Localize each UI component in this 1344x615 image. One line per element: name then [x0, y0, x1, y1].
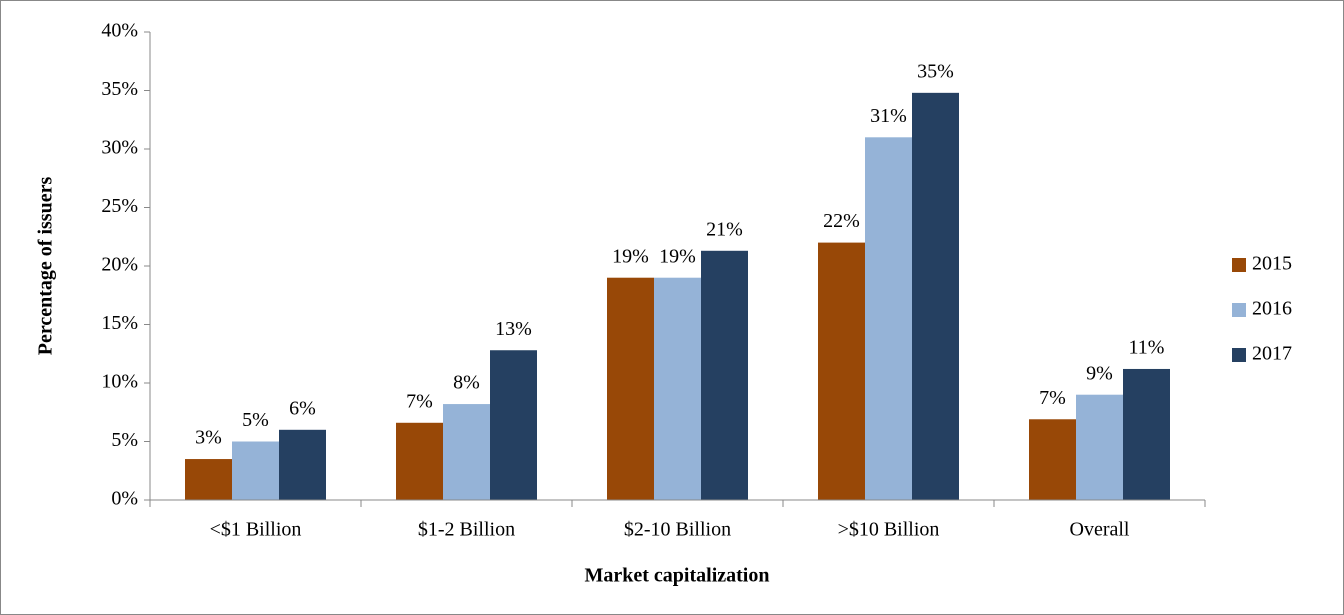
- data-label: 31%: [870, 105, 907, 127]
- legend-swatch: [1232, 348, 1246, 362]
- y-tick-label: 25%: [101, 195, 138, 217]
- legend-swatch: [1232, 258, 1246, 272]
- bar: [279, 429, 326, 500]
- data-label: 8%: [453, 372, 480, 394]
- bar: [490, 350, 537, 500]
- data-label: 21%: [706, 218, 743, 240]
- y-tick-label: 15%: [101, 312, 138, 334]
- legend-label: 2015: [1252, 253, 1292, 275]
- x-tick-label: $2-10 Billion: [624, 519, 731, 541]
- y-tick-label: 30%: [101, 137, 138, 159]
- data-label: 3%: [195, 427, 222, 449]
- x-axis-label: Market capitalization: [585, 565, 770, 587]
- data-label: 6%: [289, 397, 316, 419]
- data-label: 35%: [917, 60, 954, 82]
- y-tick-label: 20%: [101, 254, 138, 276]
- legend-swatch: [1232, 303, 1246, 317]
- bar: [818, 242, 865, 500]
- data-label: 13%: [495, 318, 532, 340]
- x-tick-label: <$1 Billion: [210, 519, 302, 541]
- x-tick-label: >$10 Billion: [838, 519, 940, 541]
- y-tick-label: 5%: [111, 429, 138, 451]
- bar: [654, 277, 701, 500]
- bar: [185, 459, 232, 500]
- bar: [912, 92, 959, 500]
- bar: [1076, 394, 1123, 500]
- bar: [232, 441, 279, 500]
- data-label: 19%: [612, 245, 649, 267]
- y-tick-label: 10%: [101, 371, 138, 393]
- bar: [1029, 419, 1076, 500]
- y-axis-label: Percentage of issuers: [35, 177, 57, 356]
- bar: [396, 422, 443, 500]
- bar: [1123, 368, 1170, 500]
- data-label: 11%: [1129, 337, 1165, 359]
- y-tick-label: 0%: [111, 488, 138, 510]
- data-label: 22%: [823, 210, 860, 232]
- bar: [865, 137, 912, 501]
- bar: [607, 277, 654, 500]
- bar: [701, 250, 748, 500]
- data-label: 7%: [1039, 387, 1066, 409]
- bar: [443, 404, 490, 500]
- y-tick-label: 40%: [101, 20, 138, 42]
- legend-label: 2016: [1252, 298, 1292, 320]
- x-tick-label: $1-2 Billion: [418, 519, 515, 541]
- data-label: 7%: [406, 390, 433, 412]
- data-label: 9%: [1086, 362, 1113, 384]
- data-label: 19%: [659, 245, 696, 267]
- data-label: 5%: [242, 409, 269, 431]
- x-tick-label: Overall: [1070, 519, 1130, 541]
- y-tick-label: 35%: [101, 78, 138, 100]
- legend-label: 2017: [1252, 343, 1292, 365]
